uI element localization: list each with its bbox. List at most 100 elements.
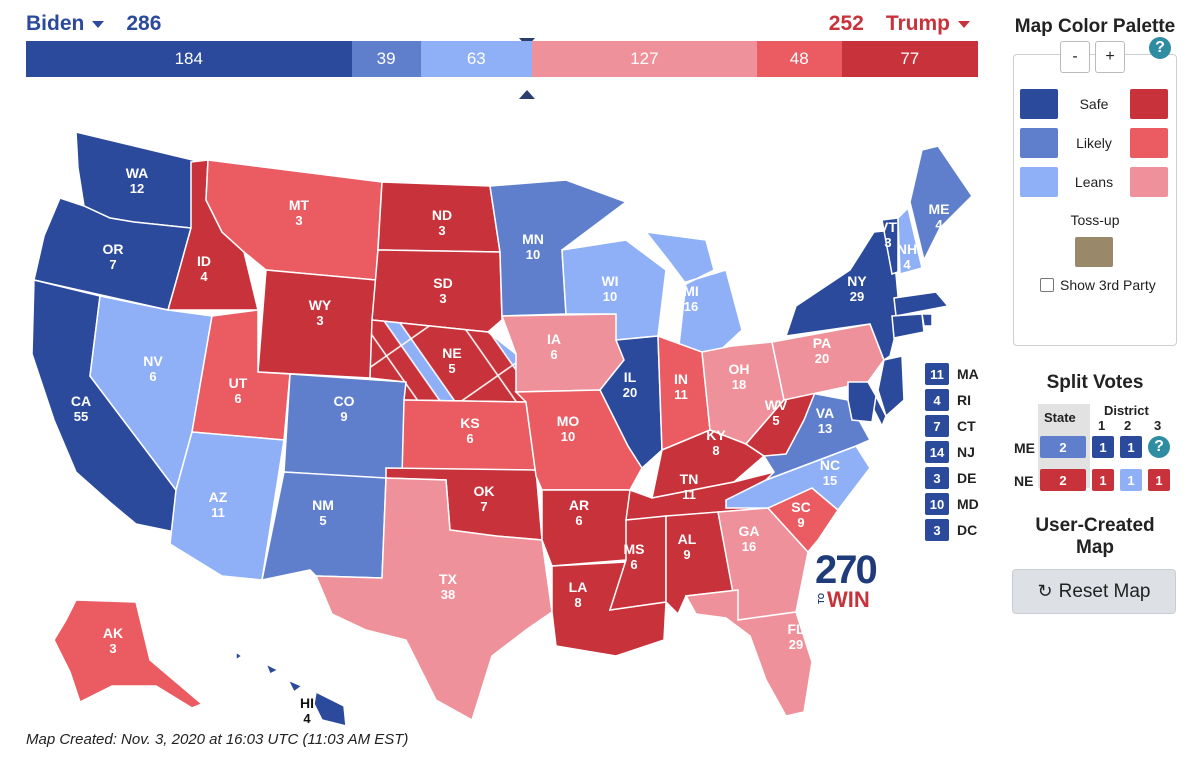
state-sd[interactable] bbox=[371, 249, 503, 333]
270-marker-bottom-icon bbox=[519, 90, 535, 99]
state-nh[interactable] bbox=[897, 206, 923, 275]
state-ia[interactable] bbox=[500, 313, 625, 393]
ev-bar-segment: 127 bbox=[532, 41, 757, 77]
small-state-ev[interactable]: 11 bbox=[925, 363, 949, 385]
small-state-row[interactable]: 4 RI bbox=[925, 387, 985, 413]
state-label-il: IL bbox=[624, 369, 637, 385]
270towin-logo: 270 TO WIN bbox=[815, 550, 878, 612]
state-ms[interactable] bbox=[608, 515, 667, 611]
dem-ev-total: 286 bbox=[126, 12, 162, 35]
state-label-mt: MT bbox=[289, 197, 310, 213]
chevron-down-icon[interactable] bbox=[92, 20, 105, 28]
state-ar[interactable] bbox=[541, 489, 631, 567]
state-label-ny: NY bbox=[847, 273, 867, 289]
split-help-icon[interactable]: ? bbox=[1148, 436, 1170, 458]
state-fl[interactable] bbox=[684, 589, 813, 717]
state-label-ok: OK bbox=[474, 483, 495, 499]
state-ev-mo: 10 bbox=[561, 429, 575, 444]
help-icon[interactable]: ? bbox=[1149, 37, 1171, 59]
rep-candidate-name[interactable]: Trump bbox=[885, 12, 950, 35]
swatch-tossup[interactable] bbox=[1075, 237, 1113, 267]
small-state-ev[interactable]: 3 bbox=[925, 467, 949, 489]
small-state-row[interactable]: 7 CT bbox=[925, 413, 985, 439]
small-state-row[interactable]: 14 NJ bbox=[925, 439, 985, 465]
swatch-dem-leans[interactable] bbox=[1020, 167, 1058, 197]
me-district-1-cell[interactable]: 1 bbox=[1092, 436, 1114, 458]
state-label-tx: TX bbox=[439, 571, 458, 587]
state-label-fl: FL bbox=[787, 621, 805, 637]
zoom-out-button[interactable]: - bbox=[1060, 41, 1090, 73]
state-ev-oh: 18 bbox=[732, 377, 746, 392]
state-hi[interactable] bbox=[235, 650, 347, 727]
rep-candidate-selector[interactable]: 252 Trump bbox=[829, 12, 978, 36]
me-state-cell[interactable]: 2 bbox=[1040, 436, 1086, 458]
state-label-nd: ND bbox=[432, 207, 452, 223]
state-label-az: AZ bbox=[209, 489, 228, 505]
us-electoral-map[interactable]: WA12OR7CA55NV6ID4MT3WY3UT6AZ11CO9NM5ND3S… bbox=[26, 120, 986, 730]
state-label-va: VA bbox=[816, 405, 834, 421]
swatch-rep-safe[interactable] bbox=[1130, 89, 1168, 119]
state-ev-ca: 55 bbox=[74, 409, 88, 424]
third-party-checkbox[interactable] bbox=[1040, 278, 1054, 292]
state-nj[interactable] bbox=[877, 355, 905, 418]
state-label-wi: WI bbox=[601, 273, 618, 289]
show-third-party-toggle[interactable]: Show 3rd Party bbox=[1040, 277, 1156, 293]
state-ak[interactable] bbox=[53, 599, 204, 709]
state-label-ky: KY bbox=[706, 427, 726, 443]
swatch-dem-likely[interactable] bbox=[1020, 128, 1058, 158]
state-tx[interactable] bbox=[314, 477, 553, 722]
small-state-abbr: DE bbox=[957, 470, 977, 486]
small-state-row[interactable]: 3 DC bbox=[925, 517, 985, 543]
small-state-row[interactable]: 11 MA bbox=[925, 361, 985, 387]
state-label-pa: PA bbox=[813, 335, 831, 351]
swatch-rep-leans[interactable] bbox=[1130, 167, 1168, 197]
ne-district-2-cell[interactable]: 1 bbox=[1120, 469, 1142, 491]
swatch-dem-safe[interactable] bbox=[1020, 89, 1058, 119]
state-label-co: CO bbox=[334, 393, 355, 409]
small-state-row[interactable]: 10 MD bbox=[925, 491, 985, 517]
logo-to: TO bbox=[817, 593, 826, 604]
me-district-2-cell[interactable]: 1 bbox=[1120, 436, 1142, 458]
ne-state-cell[interactable]: 2 bbox=[1040, 469, 1086, 491]
state-label-mi: MI bbox=[683, 283, 699, 299]
state-ct[interactable] bbox=[891, 313, 925, 339]
state-ev-pa: 20 bbox=[815, 351, 829, 366]
state-co[interactable] bbox=[283, 373, 407, 481]
small-state-ev[interactable]: 7 bbox=[925, 415, 949, 437]
state-label-mo: MO bbox=[557, 413, 580, 429]
small-state-ev[interactable]: 4 bbox=[925, 389, 949, 411]
state-ma[interactable] bbox=[893, 291, 950, 317]
state-label-ms: MS bbox=[624, 541, 645, 557]
candidate-header: Biden 286 252 Trump bbox=[26, 10, 978, 99]
small-state-row[interactable]: 3 DE bbox=[925, 465, 985, 491]
state-label-wv: WV bbox=[765, 397, 788, 413]
state-ev-tn: 11 bbox=[682, 487, 696, 502]
small-state-ev[interactable]: 3 bbox=[925, 519, 949, 541]
state-vt[interactable] bbox=[881, 217, 899, 275]
district-header: District bbox=[1104, 403, 1149, 418]
state-ev-me: 4 bbox=[935, 217, 943, 232]
ev-bar-segment: 77 bbox=[841, 41, 978, 77]
likely-label: Likely bbox=[1076, 135, 1112, 151]
ne-district-3-cell[interactable]: 1 bbox=[1148, 469, 1170, 491]
state-ev-tx: 38 bbox=[441, 587, 455, 602]
small-state-ev[interactable]: 14 bbox=[925, 441, 949, 463]
small-state-abbr: MD bbox=[957, 496, 979, 512]
dem-candidate-name[interactable]: Biden bbox=[26, 12, 85, 35]
zoom-in-button[interactable]: + bbox=[1095, 41, 1125, 73]
state-ny[interactable] bbox=[784, 229, 899, 362]
reset-map-button[interactable]: ↻ Reset Map bbox=[1012, 569, 1176, 614]
chevron-down-icon[interactable] bbox=[958, 20, 970, 28]
state-md[interactable] bbox=[847, 381, 877, 423]
refresh-icon: ↻ bbox=[1037, 581, 1053, 601]
state-mi[interactable] bbox=[644, 231, 743, 357]
rep-ev-total: 252 bbox=[828, 12, 864, 35]
state-ev-ok: 7 bbox=[480, 499, 487, 514]
dem-candidate-selector[interactable]: Biden 286 bbox=[26, 12, 161, 36]
small-state-ev[interactable]: 10 bbox=[925, 493, 949, 515]
state-az[interactable] bbox=[169, 431, 285, 581]
state-label-al: AL bbox=[678, 531, 697, 547]
ne-district-1-cell[interactable]: 1 bbox=[1092, 469, 1114, 491]
swatch-rep-likely[interactable] bbox=[1130, 128, 1168, 158]
state-me[interactable] bbox=[909, 145, 973, 263]
